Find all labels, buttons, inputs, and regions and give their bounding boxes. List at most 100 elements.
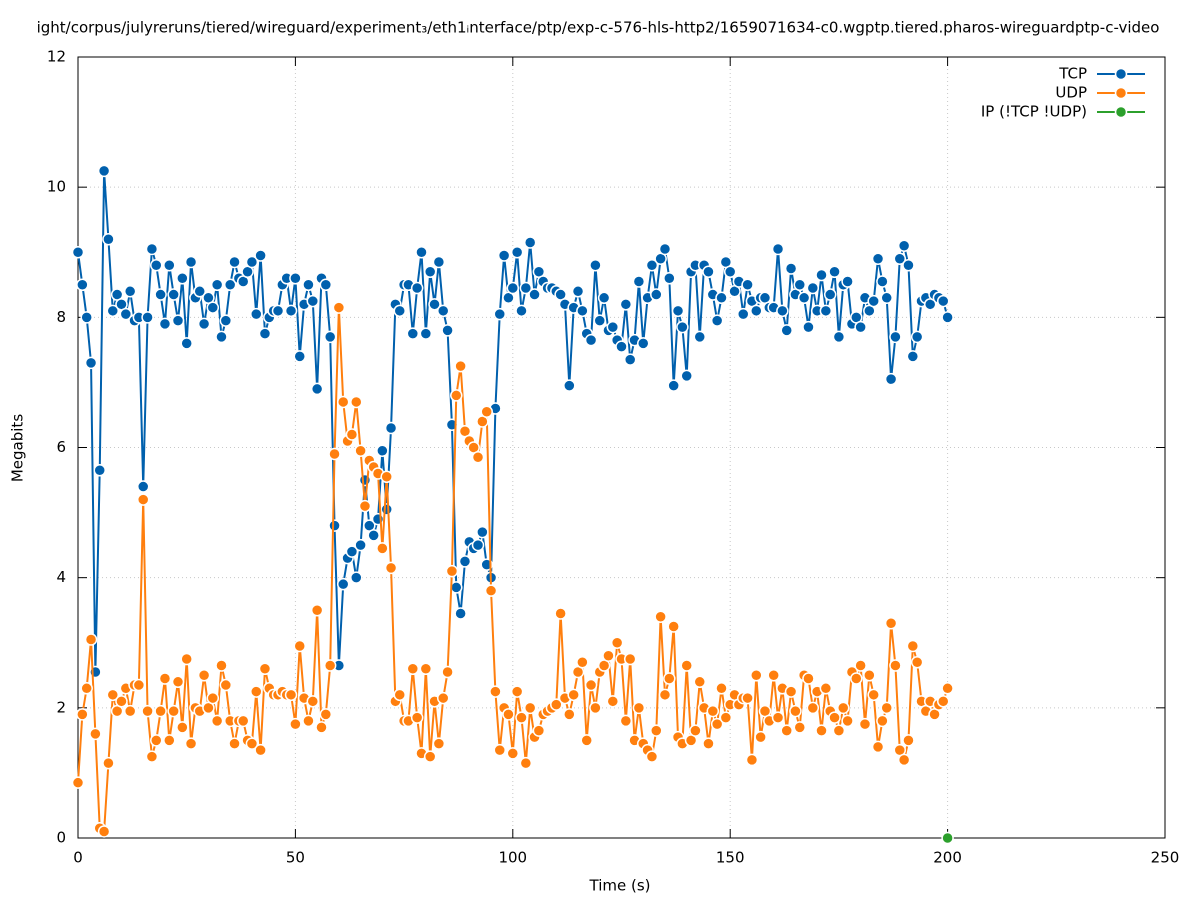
data-point xyxy=(415,246,428,259)
data-point xyxy=(454,359,467,373)
data-point xyxy=(502,708,515,721)
data-point xyxy=(163,259,176,272)
data-point xyxy=(180,337,193,350)
data-point xyxy=(315,721,328,734)
data-point xyxy=(693,675,707,689)
data-point xyxy=(167,704,180,718)
data-point xyxy=(871,740,885,754)
data-point xyxy=(597,291,611,305)
data-point xyxy=(376,444,389,458)
data-point xyxy=(563,708,576,721)
data-point xyxy=(284,304,298,318)
data-point xyxy=(493,743,507,757)
data-point xyxy=(97,825,111,838)
data-point xyxy=(215,659,228,672)
data-point xyxy=(319,708,333,721)
data-point xyxy=(180,652,193,666)
chart-title: ight/corpus/julyreruns/tiered/wireguard/… xyxy=(37,19,1160,37)
data-point xyxy=(515,304,528,318)
data-point xyxy=(802,672,815,685)
y-tick-label: 4 xyxy=(56,568,66,586)
data-point xyxy=(854,659,867,672)
data-point xyxy=(184,255,198,269)
data-point xyxy=(419,662,433,676)
data-point xyxy=(423,265,437,279)
data-point xyxy=(123,285,137,298)
data-point xyxy=(150,734,163,747)
data-point xyxy=(832,330,846,344)
data-point xyxy=(310,603,324,617)
data-point xyxy=(454,607,467,620)
data-point xyxy=(71,246,85,259)
data-point xyxy=(806,281,820,295)
data-point xyxy=(84,633,98,646)
data-point xyxy=(254,249,267,262)
data-point xyxy=(715,291,728,305)
data-point xyxy=(210,278,224,292)
data-point xyxy=(289,272,302,285)
data-point xyxy=(789,704,802,718)
data-point xyxy=(897,753,911,767)
data-point xyxy=(741,691,754,705)
data-point xyxy=(436,691,450,705)
data-point xyxy=(145,242,159,256)
data-point xyxy=(815,724,828,737)
y-tick-label: 6 xyxy=(56,438,66,456)
data-point xyxy=(158,317,172,331)
data-point xyxy=(619,714,633,728)
data-point xyxy=(532,724,546,737)
data-point xyxy=(106,688,120,702)
data-point xyxy=(793,278,807,292)
data-point xyxy=(676,320,689,334)
data-point xyxy=(871,252,885,266)
data-point xyxy=(819,304,833,318)
data-point xyxy=(741,278,754,292)
data-point xyxy=(458,555,472,568)
data-point xyxy=(567,688,580,702)
data-point xyxy=(910,656,924,669)
data-point xyxy=(528,288,541,301)
data-point xyxy=(510,685,524,698)
data-point xyxy=(419,327,433,340)
data-point xyxy=(854,320,867,334)
data-point xyxy=(84,356,98,370)
data-point xyxy=(215,330,228,344)
data-point xyxy=(802,320,815,334)
data-point xyxy=(880,291,893,305)
data-point xyxy=(228,737,241,750)
data-point xyxy=(484,584,498,597)
data-point xyxy=(97,164,111,178)
data-point xyxy=(306,294,320,308)
data-point xyxy=(632,275,646,288)
data-point xyxy=(219,678,233,692)
data-point xyxy=(141,704,154,718)
data-point xyxy=(328,519,341,532)
data-point xyxy=(867,688,880,702)
data-point xyxy=(489,685,502,698)
data-point xyxy=(654,610,667,623)
data-point xyxy=(667,620,680,633)
data-point xyxy=(193,285,206,298)
data-point xyxy=(210,714,224,728)
data-point xyxy=(80,311,93,324)
data-point xyxy=(245,255,259,269)
data-point xyxy=(336,395,350,409)
data-point xyxy=(889,330,902,344)
data-point xyxy=(197,669,211,682)
data-point xyxy=(576,656,589,669)
data-point xyxy=(176,272,189,285)
data-point xyxy=(506,747,520,760)
data-point xyxy=(893,252,907,266)
data-point xyxy=(76,708,89,721)
data-point xyxy=(76,278,89,292)
data-point xyxy=(723,265,737,279)
data-point xyxy=(184,737,198,750)
data-point xyxy=(254,743,267,757)
data-point xyxy=(576,304,589,318)
y-tick-label: 10 xyxy=(47,178,66,196)
data-point xyxy=(667,379,680,392)
data-point xyxy=(841,714,854,728)
data-point xyxy=(550,698,563,711)
data-point xyxy=(367,529,380,542)
data-point xyxy=(80,682,93,695)
